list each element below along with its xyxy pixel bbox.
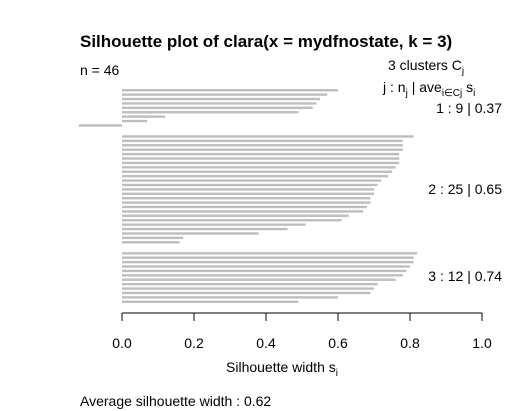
silhouette-bar-cluster1-1 bbox=[122, 88, 338, 92]
silhouette-bar-cluster2-14 bbox=[122, 192, 374, 195]
silhouette-bar-cluster1-8 bbox=[122, 119, 148, 123]
legend-header-s: s bbox=[462, 79, 473, 95]
silhouette-bar-cluster1-2 bbox=[122, 93, 328, 96]
silhouette-bar-cluster2-16 bbox=[122, 201, 371, 204]
legend-header: j : nj | avei∈Cj si bbox=[382, 79, 475, 99]
silhouette-bar-cluster2-25 bbox=[122, 241, 180, 244]
cluster-label-1: 1 : 9 | 0.37 bbox=[436, 100, 502, 116]
chart-title: Silhouette plot of clara(x = mydfnostate… bbox=[80, 32, 452, 51]
silhouette-bar-cluster2-5 bbox=[122, 152, 400, 156]
legend-header-ave-subscript: i∈Cj bbox=[442, 88, 462, 99]
silhouette-bar-cluster2-19 bbox=[122, 214, 349, 218]
x-tick-label-4: 0.8 bbox=[400, 335, 420, 351]
silhouette-bar-cluster1-6 bbox=[122, 111, 299, 114]
average-silhouette-width: Average silhouette width : 0.62 bbox=[80, 393, 271, 409]
n-label: n = 46 bbox=[80, 62, 120, 78]
silhouette-bar-cluster2-3 bbox=[122, 144, 403, 147]
silhouette-bar-cluster3-6 bbox=[122, 274, 403, 277]
silhouette-bar-cluster2-22 bbox=[122, 227, 288, 231]
silhouette-bar-cluster2-9 bbox=[122, 170, 392, 173]
silhouette-bar-cluster2-18 bbox=[122, 210, 364, 213]
x-axis-label-main: Silhouette width s bbox=[226, 359, 336, 375]
silhouette-bar-cluster2-4 bbox=[122, 148, 403, 151]
x-axis-ticks: 0.0 0.2 0.4 0.6 0.8 1.0 bbox=[112, 313, 492, 351]
silhouette-bar-cluster3-8 bbox=[122, 282, 378, 286]
x-tick-label-3: 0.6 bbox=[328, 335, 348, 351]
x-tick-label-1: 0.2 bbox=[184, 335, 204, 351]
silhouette-bar-cluster1-7 bbox=[122, 115, 166, 118]
silhouette-bar-cluster1-3 bbox=[122, 97, 320, 101]
x-axis-label-subscript: i bbox=[336, 368, 338, 379]
silhouette-bar-cluster3-2 bbox=[122, 256, 414, 259]
silhouette-bar-cluster2-15 bbox=[122, 196, 371, 200]
silhouette-bar-cluster2-7 bbox=[122, 161, 400, 165]
silhouette-bar-cluster2-24 bbox=[122, 236, 184, 240]
silhouette-bar-cluster2-1 bbox=[122, 135, 414, 138]
silhouette-bar-cluster3-12 bbox=[122, 300, 299, 303]
silhouette-bars bbox=[78, 88, 418, 303]
silhouette-bar-cluster2-10 bbox=[122, 174, 389, 178]
silhouette-bar-cluster3-3 bbox=[122, 260, 414, 264]
x-tick-label-2: 0.4 bbox=[256, 335, 276, 351]
legend-clusters-text: 3 clusters C bbox=[388, 57, 462, 73]
silhouette-bar-cluster2-11 bbox=[122, 179, 382, 182]
silhouette-bar-cluster3-4 bbox=[122, 265, 410, 268]
legend-header-j-subscript: j bbox=[405, 88, 408, 99]
silhouette-bar-cluster2-13 bbox=[122, 188, 374, 191]
silhouette-bar-cluster3-9 bbox=[122, 287, 374, 290]
silhouette-bar-cluster1-5 bbox=[122, 106, 313, 110]
silhouette-bar-cluster2-6 bbox=[122, 157, 400, 160]
silhouette-bar-cluster1-4 bbox=[122, 102, 317, 105]
silhouette-bar-cluster3-7 bbox=[122, 278, 396, 281]
silhouette-bar-cluster3-10 bbox=[122, 291, 371, 295]
silhouette-bar-cluster2-8 bbox=[122, 166, 396, 169]
silhouette-bar-cluster2-21 bbox=[122, 223, 306, 226]
x-axis-label: Silhouette width si bbox=[226, 359, 338, 379]
silhouette-bar-cluster2-17 bbox=[122, 205, 367, 209]
legend-header-j: j : n bbox=[382, 79, 406, 95]
x-tick-label-0: 0.0 bbox=[112, 335, 132, 351]
silhouette-bar-cluster3-1 bbox=[122, 252, 418, 255]
silhouette-bar-cluster2-23 bbox=[122, 232, 259, 235]
silhouette-bar-cluster2-12 bbox=[122, 183, 378, 187]
silhouette-bar-cluster2-2 bbox=[122, 139, 403, 143]
cluster-label-2: 2 : 25 | 0.65 bbox=[428, 181, 502, 197]
silhouette-bar-cluster2-20 bbox=[122, 219, 342, 222]
legend-header-s-subscript: i bbox=[473, 88, 475, 99]
legend-header-ave: | ave bbox=[408, 79, 442, 95]
silhouette-bar-cluster1-9 bbox=[78, 124, 122, 127]
cluster-label-3: 3 : 12 | 0.74 bbox=[428, 268, 502, 284]
legend-clusters-subscript: j bbox=[461, 66, 464, 77]
cluster-summary-labels: 1 : 9 | 0.37 2 : 25 | 0.65 3 : 12 | 0.74 bbox=[428, 100, 502, 284]
legend-clusters: 3 clusters Cj bbox=[388, 57, 464, 77]
x-tick-label-5: 1.0 bbox=[472, 335, 492, 351]
silhouette-bar-cluster3-11 bbox=[122, 296, 338, 299]
silhouette-bar-cluster3-5 bbox=[122, 269, 407, 273]
